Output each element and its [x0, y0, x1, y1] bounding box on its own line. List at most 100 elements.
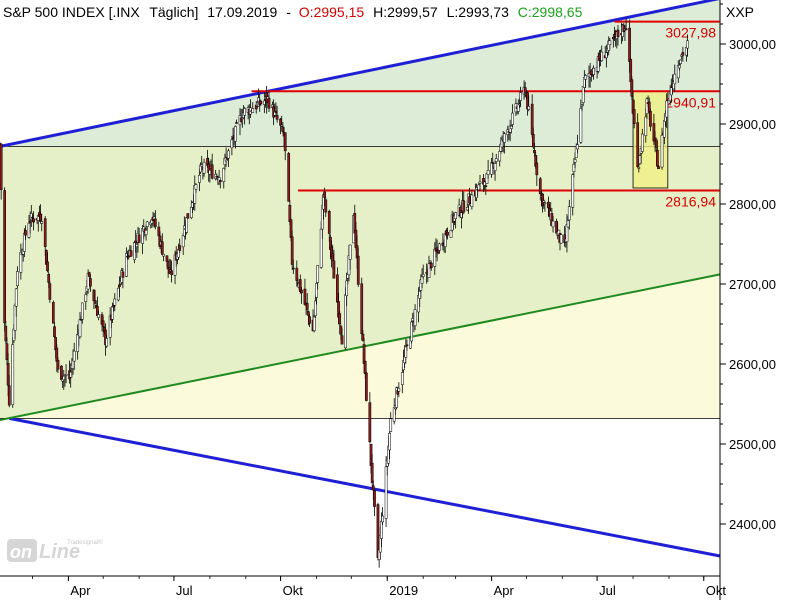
candle-down — [340, 335, 344, 345]
candle-up — [478, 181, 482, 184]
candle-down — [210, 164, 214, 179]
candle-down — [338, 313, 342, 325]
horizontal-lines — [0, 145, 720, 419]
candle-down — [4, 325, 8, 342]
trendline-upper-channel — [0, 0, 720, 148]
candle-up — [584, 75, 587, 80]
candle-down — [624, 28, 628, 31]
candle-up — [194, 184, 198, 190]
candle-up — [125, 253, 128, 277]
candle-down — [60, 365, 63, 380]
candle-down — [165, 255, 169, 262]
candle-down — [405, 344, 409, 347]
candle-down — [462, 200, 466, 213]
chart-header: S&P 500 INDEX [.INX Täglich] 17.09.2019 … — [3, 4, 583, 20]
candle-up — [345, 280, 349, 297]
candle-up — [567, 206, 571, 221]
candle-up — [16, 271, 19, 287]
candle-down — [160, 241, 164, 255]
candle-down — [129, 250, 133, 257]
header-low: L:2993,73 — [447, 4, 509, 20]
candle-up — [454, 212, 458, 219]
candle-down — [429, 262, 433, 268]
candle-down — [538, 178, 542, 195]
candle-down — [5, 343, 9, 360]
candle-up — [348, 244, 352, 260]
candle-up — [571, 174, 575, 208]
logo-line: Line — [39, 541, 80, 563]
candle-down — [178, 245, 182, 251]
candle-down — [118, 284, 121, 287]
candle-up — [576, 144, 579, 150]
candle-down — [657, 166, 660, 169]
candle-up — [72, 350, 76, 362]
candle-up — [543, 202, 547, 205]
candle-down — [656, 149, 659, 167]
y-axis-ticks: 3000,00 2900,00 2800,00 2700,00 2600,00 2500,… — [720, 3, 776, 532]
candle-up — [388, 433, 391, 451]
candle-up — [381, 515, 384, 523]
candle-up — [410, 321, 413, 342]
trendlines — [0, 0, 721, 558]
candle-up — [198, 174, 201, 183]
header-sep: - — [286, 4, 291, 20]
scale-label: XXP — [726, 4, 754, 20]
x-tick-label: Okt — [283, 583, 304, 598]
y-tick-label: 2800,00 — [729, 197, 776, 212]
x-tick-label: Apr — [494, 583, 515, 598]
candle-up — [428, 260, 432, 263]
candle-down — [365, 372, 368, 401]
header-high: H:2999,57 — [373, 4, 438, 20]
candle-up — [679, 59, 682, 64]
candle-up — [640, 133, 644, 152]
candle-down — [295, 267, 299, 281]
candle-down — [323, 191, 326, 198]
candle-down — [484, 185, 488, 187]
candles — [0, 18, 689, 568]
candle-down — [43, 218, 47, 247]
candle-down — [628, 27, 631, 62]
candle-down — [373, 490, 376, 507]
candle-down — [121, 271, 125, 278]
candle-up — [234, 126, 237, 142]
candle-down — [186, 213, 190, 219]
candle-up — [40, 221, 44, 224]
header-period: Täglich] — [149, 4, 198, 20]
candle-up — [389, 418, 393, 432]
candle-up — [105, 338, 109, 347]
candle-up — [678, 65, 681, 69]
candle-up — [502, 133, 506, 143]
candle-up — [404, 346, 408, 358]
candle-down — [303, 288, 307, 305]
candle-up — [673, 73, 677, 85]
candle-up — [227, 150, 230, 159]
candle-down — [307, 311, 310, 316]
candle-up — [511, 112, 514, 125]
logo-tagline: Tradesignal® — [67, 539, 103, 546]
candle-down — [53, 326, 56, 337]
header-date: 17.09.2019 — [207, 4, 277, 20]
candle-up — [494, 158, 498, 162]
zone-middle — [0, 146, 720, 420]
candle-down — [287, 153, 291, 202]
candle-up — [519, 92, 522, 101]
candle-down — [371, 485, 375, 491]
candle-up — [559, 234, 563, 244]
candle-up — [573, 159, 577, 163]
candle-down — [300, 289, 303, 294]
candle-down — [235, 122, 238, 124]
candle-down — [3, 190, 6, 324]
candle-up — [64, 374, 68, 376]
candle-up — [660, 134, 664, 168]
candle-up — [314, 300, 317, 317]
candle-up — [486, 170, 490, 175]
candle-down — [267, 97, 271, 109]
candle-up — [493, 163, 497, 171]
candle-down — [24, 230, 27, 236]
candle-down — [290, 236, 294, 265]
candle-down — [360, 283, 364, 335]
y-tick-label: 2400,00 — [729, 517, 776, 532]
candle-up — [686, 40, 689, 49]
candle-up — [400, 372, 404, 385]
